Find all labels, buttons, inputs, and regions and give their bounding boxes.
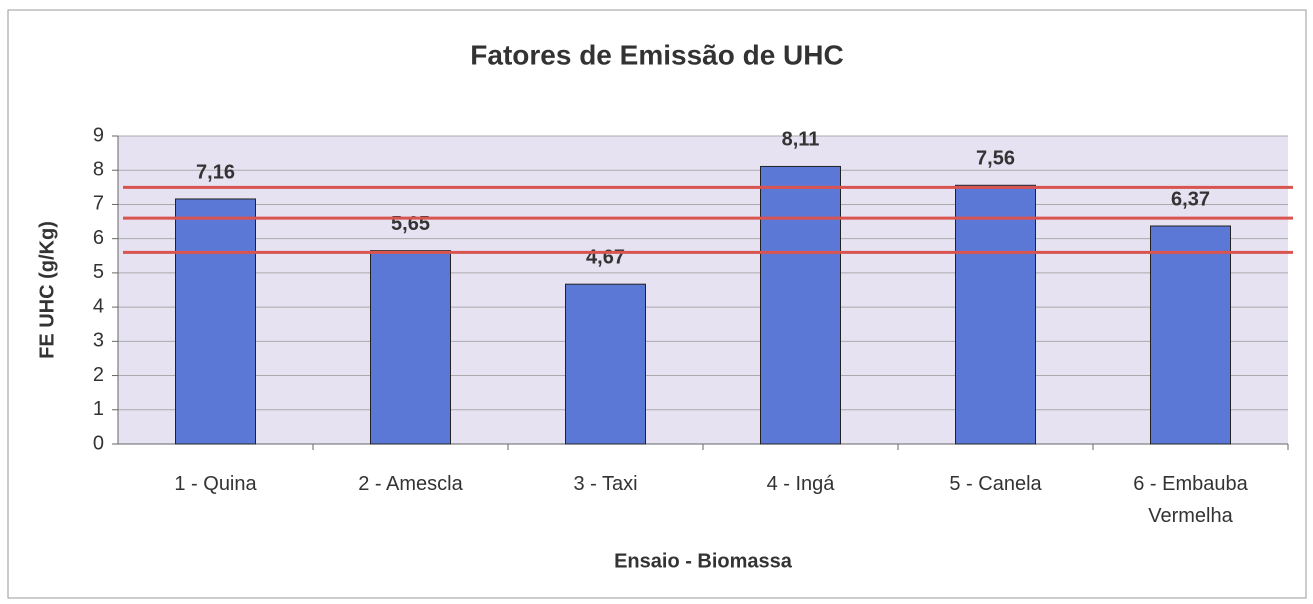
x-tick-label: 1 - Quina: [174, 473, 257, 495]
y-tick-label: 2: [93, 364, 104, 386]
plot-area: [118, 136, 1288, 444]
data-label: 8,11: [782, 129, 820, 151]
y-tick-label: 3: [93, 330, 104, 352]
y-tick-label: 4: [93, 295, 104, 317]
y-tick-label: 1: [93, 398, 104, 420]
x-tick-label: 3 - Taxi: [573, 473, 638, 495]
x-tick-label: 2 - Amescla: [358, 473, 463, 495]
bar: [760, 165, 841, 445]
data-label: 6,37: [1171, 188, 1210, 210]
y-axis-title: FE UHC (g/Kg): [36, 221, 58, 359]
bar: [1150, 225, 1231, 445]
data-label: 7,56: [976, 148, 1015, 170]
y-tick-label: 5: [93, 261, 104, 283]
y-tick-label: 6: [93, 227, 104, 249]
y-tick-label: 0: [93, 432, 104, 454]
x-tick-label: 4 - Ingá: [766, 473, 835, 495]
y-tick-label: 9: [93, 124, 104, 146]
x-tick-label: 5 - Canela: [949, 473, 1042, 495]
bar: [175, 198, 256, 445]
bar: [565, 283, 646, 445]
data-label: 7,16: [196, 161, 235, 183]
data-label: 5,65: [391, 213, 430, 235]
x-tick-label: 6 - Embauba Vermelha: [1133, 473, 1248, 527]
data-label: 4,67: [586, 246, 625, 268]
x-axis-title: Ensaio - Biomassa: [614, 550, 793, 572]
y-tick-label: 7: [93, 193, 104, 215]
bar: [955, 184, 1036, 445]
chart-title: Fatores de Emissão de UHC: [470, 39, 843, 70]
bar: [370, 250, 451, 445]
y-tick-label: 8: [93, 159, 104, 181]
